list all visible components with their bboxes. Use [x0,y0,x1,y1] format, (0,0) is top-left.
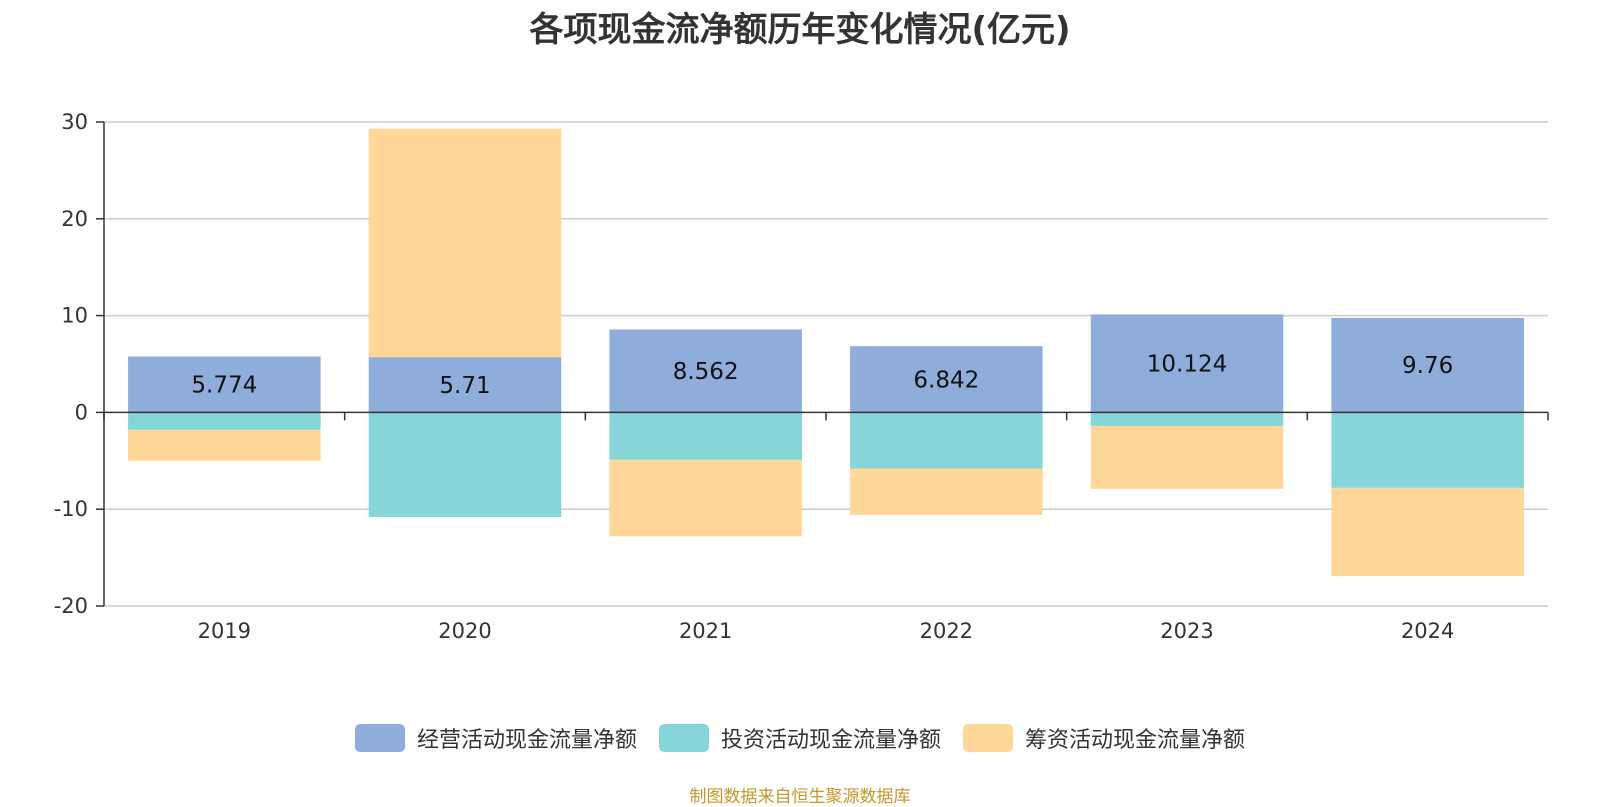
x-tick-label: 2020 [438,619,491,643]
y-tick-label: 30 [61,110,88,134]
bar-segment [1331,317,1524,413]
bar-segment [128,429,321,461]
legend-label: 投资活动现金流量净额 [720,728,941,753]
labels: 30 20 10 0 -10 -20 5.774 2019 5.71 2020 8.562 2021 6… [54,110,1455,643]
y-tick-label: 0 [75,400,88,424]
y-tick-label: -20 [54,594,88,618]
bar-segment [850,468,1043,516]
bar-segment [1090,425,1284,489]
x-tick-label: 2021 [679,619,732,643]
source-note: 制图数据来自恒生聚源数据库 [689,787,911,807]
legend-swatch [963,724,1013,752]
y-tick-label: 20 [61,207,88,231]
legend: 经营活动现金流量净额 投资活动现金流量净额 筹资活动现金流量净额 [0,722,1600,754]
bars [128,128,1524,576]
x-tick-label: 2019 [198,619,251,643]
bar-segment [128,412,321,430]
bar-value-label: 5.774 [191,372,257,398]
bar-segment [368,412,562,517]
bar-value-label: 9.76 [1402,353,1453,379]
legend-swatch [354,724,405,752]
bar-value-label: 8.562 [673,359,739,385]
bar-segment [1331,412,1524,488]
bar-segment [1090,314,1284,413]
bar-segment [850,346,1043,413]
legend-item[interactable]: 筹资活动现金流量净额 [963,722,1245,754]
bar-segment [1331,487,1524,576]
bar-segment [1090,412,1284,426]
legend-item[interactable]: 经营活动现金流量净额 [354,722,637,754]
bar-segment [368,128,562,358]
bar-segment [609,329,802,413]
bar-segment [850,412,1043,469]
bar-value-label: 10.124 [1147,351,1227,377]
legend-swatch [658,724,709,752]
y-tick-label: -10 [54,497,88,521]
chart-title: 各项现金流净额历年变化情况(亿元) [529,10,1071,50]
axes [96,121,1549,607]
bar-value-label: 5.71 [439,373,490,399]
bar-segment [609,459,802,537]
x-tick-label: 2023 [1160,619,1213,643]
legend-label: 筹资活动现金流量净额 [1025,728,1246,753]
stacked-bar-chart: 30 20 10 0 -10 -20 5.774 2019 5.71 2020 8.562 2021 6… [54,110,1549,643]
legend-label: 经营活动现金流量净额 [416,728,637,753]
x-tick-label: 2024 [1401,619,1454,643]
bar-segment [128,356,321,413]
y-tick-label: 10 [61,304,88,328]
x-tick-label: 2022 [920,619,973,643]
legend-item[interactable]: 投资活动现金流量净额 [658,722,941,754]
bar-value-label: 6.842 [913,367,979,393]
bar-segment [368,357,562,413]
bar-segment [609,412,802,460]
grid-lines [104,121,1548,607]
